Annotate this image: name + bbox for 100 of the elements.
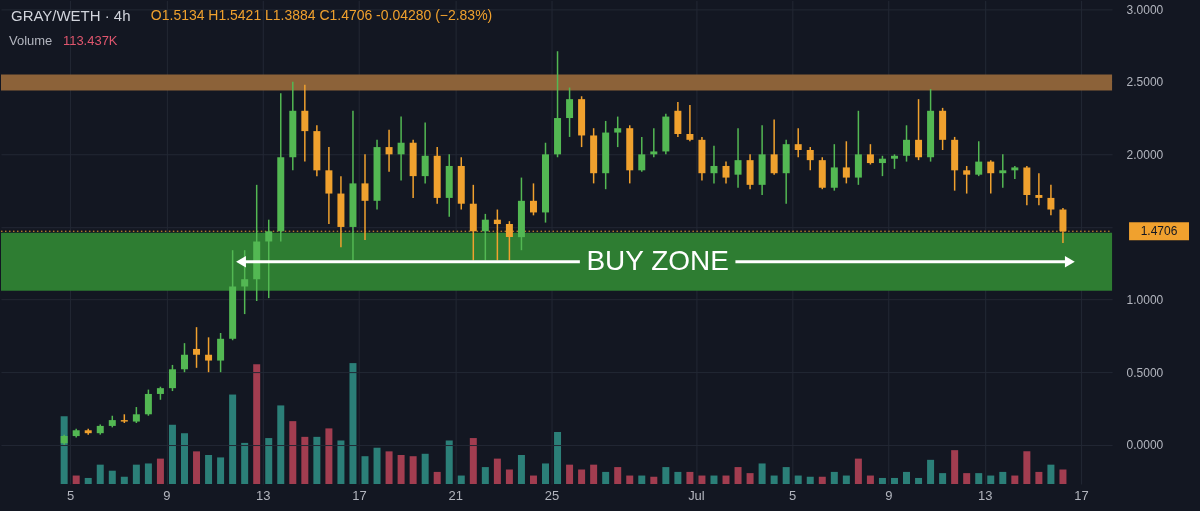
x-tick-label: 13 (978, 488, 993, 504)
candlestick (265, 218, 273, 299)
candlestick (830, 143, 838, 192)
bar (542, 463, 549, 484)
candlestick (674, 101, 682, 138)
bar (878, 477, 886, 484)
candlestick (481, 213, 489, 262)
bar (277, 405, 285, 484)
y-tick-label: 0.5000 (1126, 365, 1164, 380)
candlestick (144, 388, 152, 417)
bar (890, 477, 898, 484)
candlestick (1047, 184, 1055, 217)
bar (289, 421, 297, 484)
text: O1.5134 H1.5421 L1.3884 C1.4706 -0.04280 (−2.83%) (150, 7, 493, 24)
bar (590, 464, 598, 484)
bar (505, 469, 513, 484)
candlestick (385, 128, 393, 173)
bar (373, 447, 381, 484)
bar (842, 475, 850, 484)
bar (84, 477, 92, 484)
bar (674, 471, 682, 484)
bar (638, 475, 646, 484)
candlestick (734, 127, 742, 189)
candlestick (650, 127, 658, 158)
bar (72, 475, 80, 484)
bar (529, 475, 537, 484)
bar (710, 475, 718, 484)
bar (229, 394, 237, 484)
bar (854, 458, 862, 484)
bar (301, 436, 309, 484)
y-tick-label: 2.5000 (1126, 75, 1164, 90)
bar (433, 471, 441, 484)
candlestick (638, 136, 646, 173)
candlestick (794, 127, 802, 158)
bar (385, 451, 393, 484)
candlestick (529, 182, 537, 217)
x-tick-label: 13 (255, 488, 271, 504)
candlestick (842, 140, 850, 185)
candlestick (217, 332, 225, 373)
bar (397, 454, 405, 484)
bar (409, 456, 417, 484)
y-tick-label: 2.0000 (1126, 147, 1164, 162)
bar (578, 469, 586, 484)
bar (818, 476, 826, 484)
bar (722, 475, 730, 484)
bar (554, 432, 562, 484)
candlestick (878, 155, 886, 177)
candlestick (854, 110, 862, 186)
x-tick-label: 25 (544, 488, 560, 504)
bar (999, 471, 1007, 484)
candlestick (397, 115, 405, 182)
bar (1023, 451, 1031, 484)
y-tick-label: 3.0000 (1126, 2, 1164, 17)
candlestick (710, 144, 718, 185)
candlestick (566, 86, 574, 138)
candlestick (975, 140, 983, 177)
bar (866, 475, 874, 484)
x-tick-label: 5 (789, 488, 797, 504)
bar (253, 364, 261, 484)
bar (987, 475, 995, 484)
bar (975, 473, 983, 484)
bar (193, 451, 201, 484)
bar (794, 475, 802, 484)
candlestick (241, 249, 249, 315)
bar (217, 457, 225, 484)
bar (686, 471, 694, 484)
candlestick (168, 364, 176, 392)
candlestick (614, 115, 622, 148)
bar (156, 458, 164, 484)
bar (963, 473, 971, 484)
candlestick (866, 143, 874, 166)
candlestick (999, 153, 1007, 189)
bar (337, 440, 345, 484)
bar (168, 424, 176, 484)
text: GRAY/WETH · 4h (10, 7, 131, 25)
candlestick (963, 165, 971, 195)
bar (903, 471, 911, 484)
bar (517, 454, 525, 484)
candlestick (181, 342, 188, 373)
candlestick (325, 146, 333, 225)
bar (265, 438, 273, 484)
x-tick-label: 9 (163, 488, 171, 504)
bar (421, 453, 429, 484)
candlestick (193, 326, 201, 369)
candlestick (806, 146, 814, 172)
bar (951, 450, 959, 484)
candlestick (301, 83, 309, 163)
bar (457, 475, 465, 484)
candlestick (1011, 165, 1019, 180)
bar (132, 464, 140, 484)
bar (205, 454, 213, 484)
bar (108, 470, 116, 484)
candlestick (722, 160, 730, 185)
bar (445, 440, 453, 484)
bar (144, 463, 152, 484)
y-tick-label: 1.0000 (1126, 293, 1164, 308)
bar (758, 463, 766, 484)
bar (614, 467, 622, 484)
x-tick-label: 5 (67, 488, 75, 504)
x-tick-label: 17 (1074, 488, 1089, 504)
